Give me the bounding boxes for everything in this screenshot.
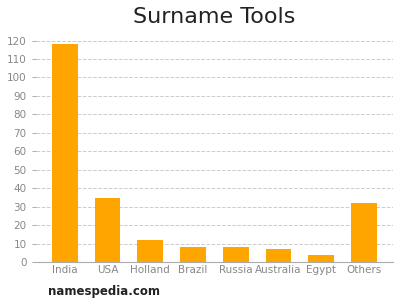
Bar [180,248,206,262]
Bar [351,203,377,262]
Bar [266,249,291,262]
Text: namespedia.com: namespedia.com [48,286,160,298]
Title: Surname Tools: Surname Tools [133,7,296,27]
Bar [308,255,334,262]
Bar [52,44,78,262]
Bar [95,198,120,262]
Bar [223,248,248,262]
Bar [138,240,163,262]
